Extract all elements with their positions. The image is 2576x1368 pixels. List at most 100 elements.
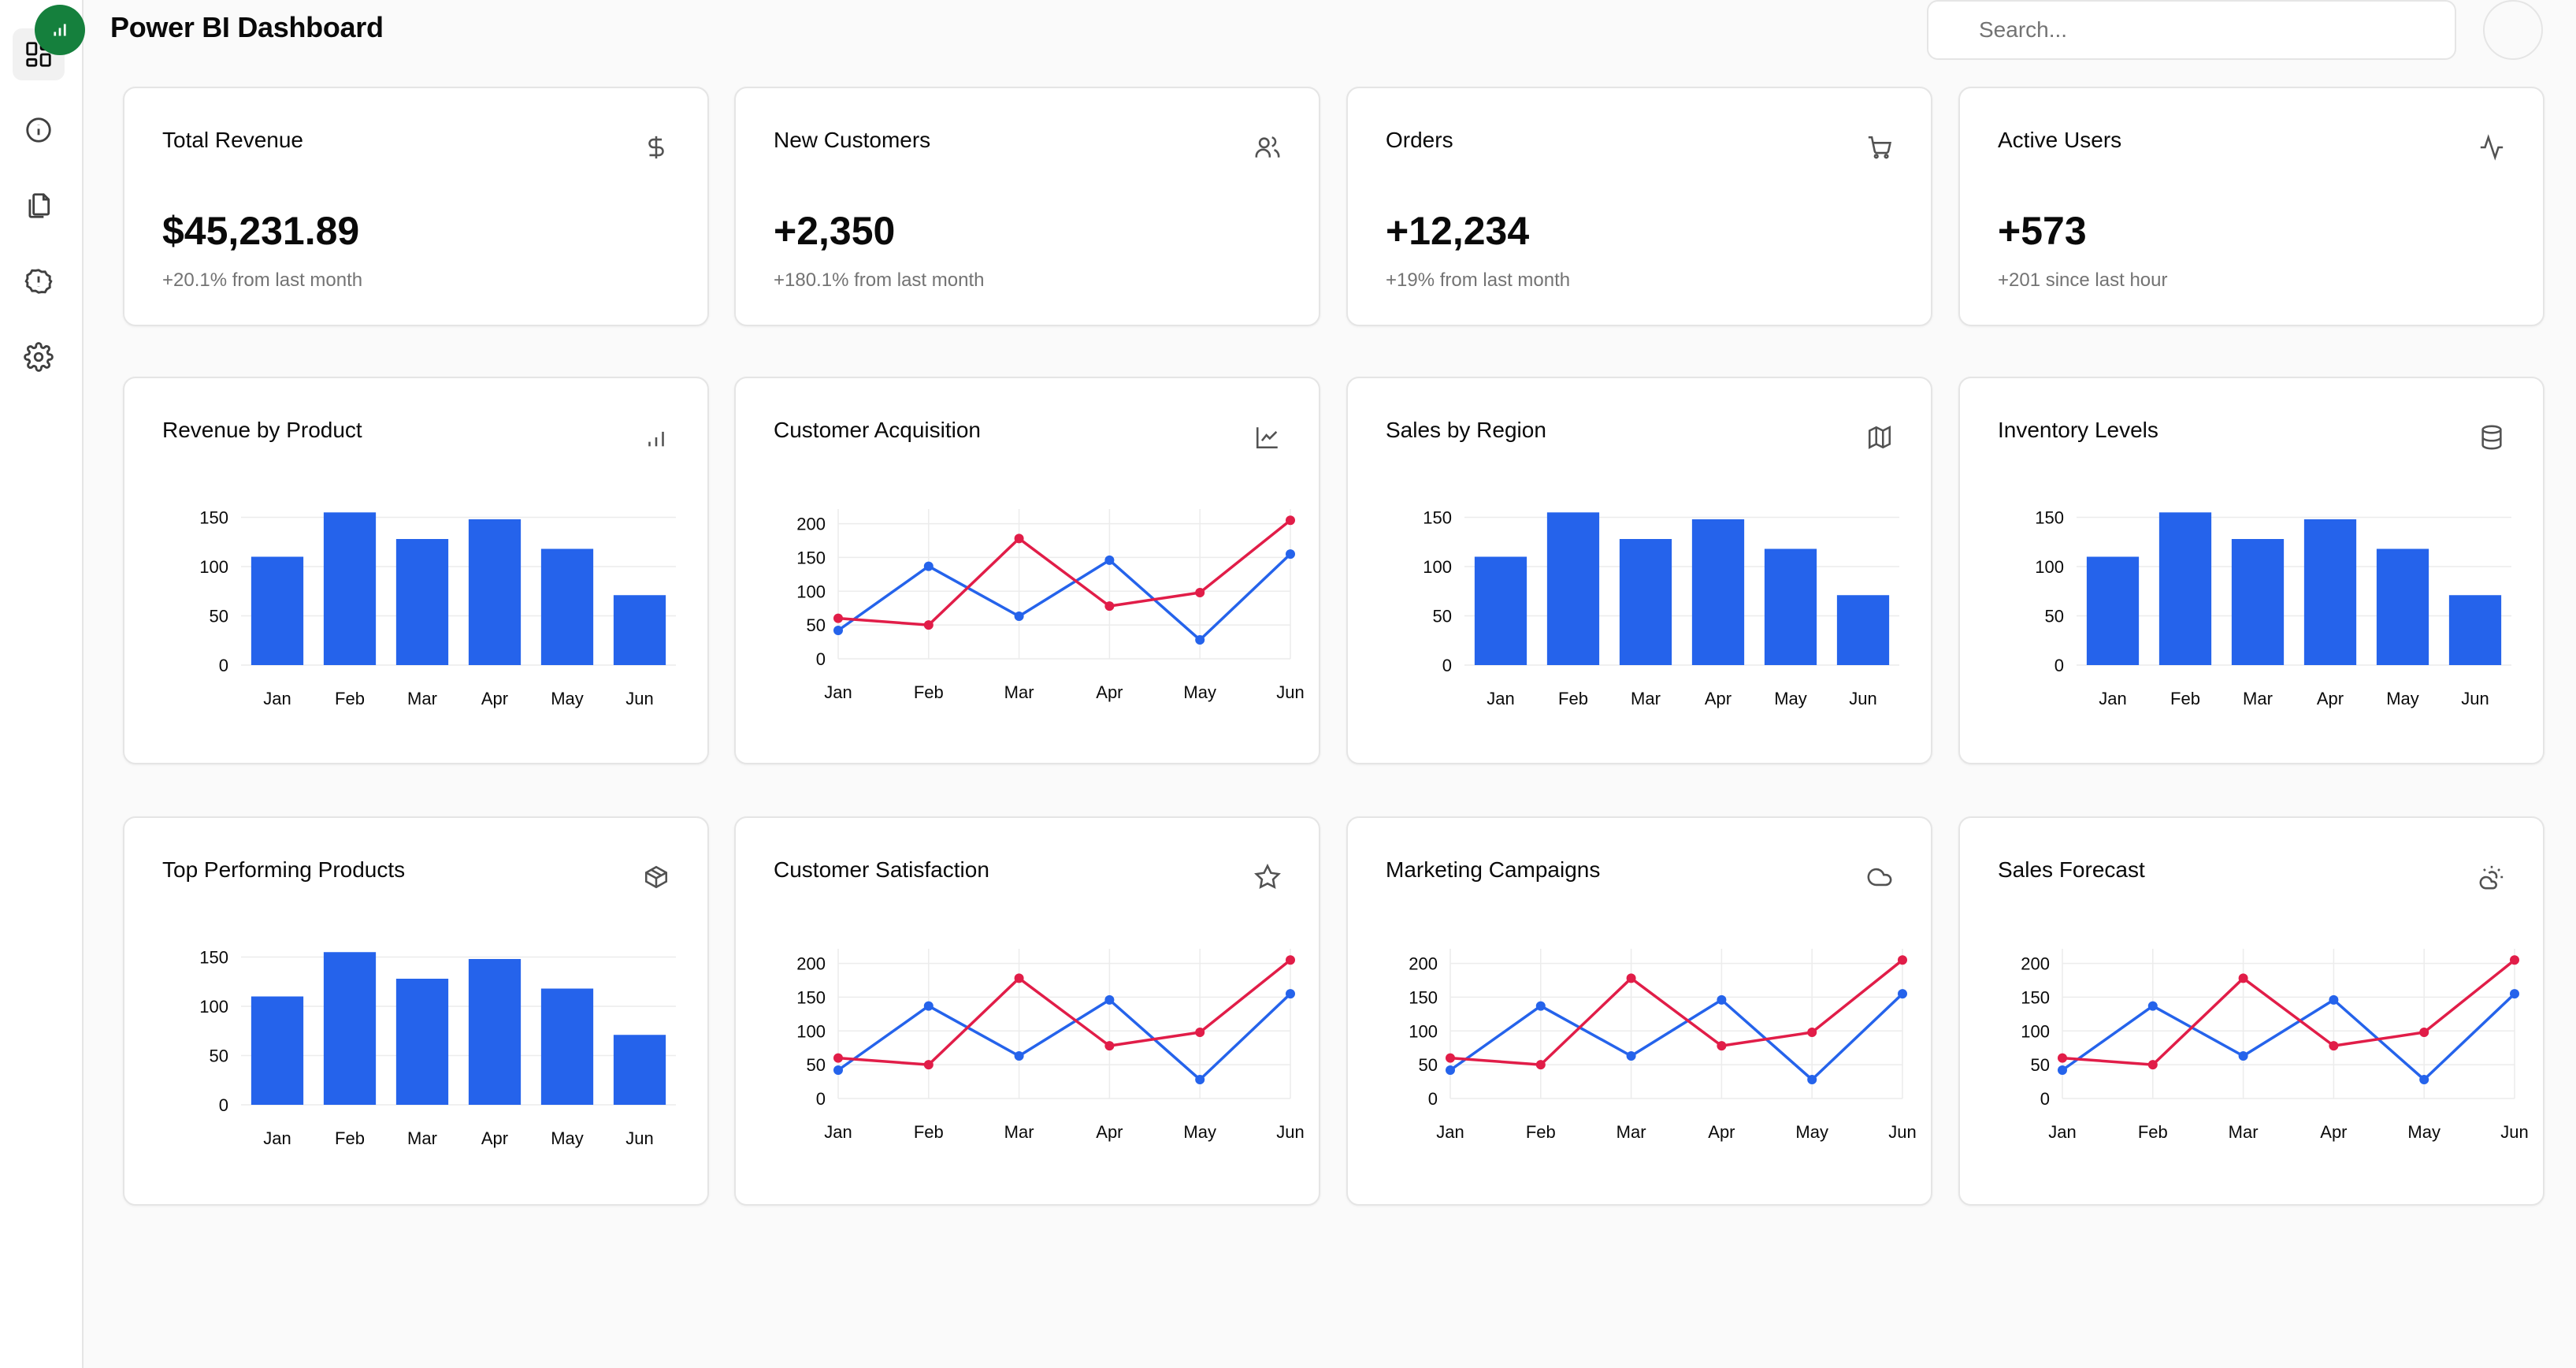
data-point[interactable]: [833, 1065, 843, 1075]
data-point[interactable]: [1898, 989, 1907, 999]
y-tick-label: 150: [796, 548, 826, 567]
bar-feb[interactable]: [1546, 512, 1600, 665]
bar-jun[interactable]: [1836, 595, 1890, 665]
y-tick-label: 150: [199, 508, 228, 528]
data-point[interactable]: [1717, 1041, 1727, 1051]
bar-mar[interactable]: [2231, 539, 2285, 665]
bar-jan[interactable]: [1474, 556, 1527, 666]
series-line-2: [1449, 958, 1904, 1066]
y-tick-label: 0: [219, 1095, 228, 1115]
bar-chart-logo-icon: [54, 24, 66, 36]
data-point[interactable]: [1104, 994, 1115, 1005]
data-point[interactable]: [1104, 555, 1115, 565]
bar-jan[interactable]: [251, 996, 304, 1106]
data-point[interactable]: [1014, 533, 1024, 544]
info-icon: [26, 117, 51, 143]
bar-apr[interactable]: [468, 519, 522, 665]
data-point[interactable]: [1014, 1051, 1024, 1061]
data-point[interactable]: [833, 1053, 843, 1063]
bar-feb[interactable]: [323, 512, 377, 665]
bar-jan[interactable]: [2086, 556, 2140, 666]
bar-mar[interactable]: [395, 979, 449, 1105]
kpi-card-active-users: Active Users +573 +201 since last hour: [1958, 87, 2544, 326]
app-logo[interactable]: [35, 5, 85, 55]
data-point[interactable]: [2329, 994, 2339, 1005]
data-point[interactable]: [2147, 1060, 2158, 1070]
customer-satisfaction-chart: 0 50 100 150 200 Jan Feb Mar Apr May Jun: [796, 949, 1305, 1142]
data-point[interactable]: [1195, 635, 1205, 645]
data-point[interactable]: [923, 1060, 934, 1070]
x-tick-label: Jun: [1276, 682, 1304, 702]
data-point[interactable]: [2510, 989, 2519, 999]
data-point[interactable]: [1717, 994, 1727, 1005]
bar-may[interactable]: [540, 548, 594, 666]
data-point[interactable]: [2238, 1051, 2248, 1061]
x-tick-label: Jan: [263, 689, 291, 708]
bar-feb[interactable]: [323, 952, 377, 1105]
bar-jun[interactable]: [613, 1035, 666, 1105]
bar-may[interactable]: [1764, 548, 1817, 666]
series-line-1: [837, 552, 1292, 641]
x-tick-label: Feb: [914, 682, 944, 702]
data-point[interactable]: [1446, 1065, 1455, 1075]
sidebar-item-reports[interactable]: [13, 180, 65, 232]
page-title: Power BI Dashboard: [110, 11, 384, 43]
y-tick-label: 200: [796, 954, 826, 974]
data-point[interactable]: [2238, 973, 2248, 983]
data-point[interactable]: [1535, 1060, 1546, 1070]
data-point[interactable]: [1807, 1075, 1817, 1084]
data-point[interactable]: [923, 561, 934, 571]
chart-title: Revenue by Product: [162, 418, 362, 442]
bar-jan[interactable]: [251, 556, 304, 666]
data-point[interactable]: [1286, 549, 1295, 559]
data-point[interactable]: [1195, 1028, 1205, 1037]
data-point[interactable]: [1286, 989, 1295, 999]
data-point[interactable]: [2419, 1028, 2429, 1037]
sidebar-item-alerts[interactable]: [13, 255, 65, 307]
sidebar-item-info[interactable]: [13, 104, 65, 156]
bar-mar[interactable]: [395, 539, 449, 665]
data-point[interactable]: [833, 626, 843, 635]
bar-apr[interactable]: [2303, 519, 2357, 665]
x-tick-label: Mar: [2229, 1122, 2259, 1142]
data-point[interactable]: [1195, 588, 1205, 597]
bar-jun[interactable]: [613, 595, 666, 665]
data-point[interactable]: [1286, 955, 1295, 965]
data-point[interactable]: [1286, 515, 1295, 526]
data-point[interactable]: [1104, 1041, 1115, 1051]
data-point[interactable]: [1014, 612, 1024, 621]
data-point[interactable]: [1014, 973, 1024, 983]
data-point[interactable]: [1104, 601, 1115, 612]
bar-may[interactable]: [2376, 548, 2429, 666]
data-point[interactable]: [2058, 1065, 2067, 1075]
chart-title: Customer Acquisition: [774, 418, 982, 442]
chart-title: Sales by Region: [1386, 418, 1546, 442]
x-tick-label: Apr: [1096, 682, 1123, 702]
search-input[interactable]: [1927, 0, 2456, 60]
bar-apr[interactable]: [1691, 519, 1745, 665]
data-point[interactable]: [2329, 1041, 2339, 1051]
data-point[interactable]: [833, 613, 843, 623]
data-point[interactable]: [2058, 1053, 2067, 1063]
data-point[interactable]: [1535, 1001, 1546, 1011]
bar-feb[interactable]: [2158, 512, 2212, 665]
bar-apr[interactable]: [468, 959, 522, 1105]
y-tick-label: 50: [2031, 1055, 2050, 1075]
data-point[interactable]: [1898, 955, 1907, 965]
sidebar-item-settings[interactable]: [13, 331, 65, 383]
data-point[interactable]: [2419, 1075, 2429, 1084]
data-point[interactable]: [1626, 1051, 1636, 1061]
data-point[interactable]: [1626, 973, 1636, 983]
data-point[interactable]: [1446, 1053, 1455, 1063]
bar-mar[interactable]: [1619, 539, 1672, 665]
avatar[interactable]: [2483, 0, 2543, 60]
data-point[interactable]: [2510, 955, 2519, 965]
data-point[interactable]: [923, 1001, 934, 1011]
data-point[interactable]: [923, 620, 934, 630]
data-point[interactable]: [1807, 1028, 1817, 1037]
y-tick-label: 50: [807, 615, 826, 635]
data-point[interactable]: [1195, 1075, 1205, 1084]
data-point[interactable]: [2147, 1001, 2158, 1011]
bar-jun[interactable]: [2448, 595, 2502, 665]
bar-may[interactable]: [540, 988, 594, 1106]
